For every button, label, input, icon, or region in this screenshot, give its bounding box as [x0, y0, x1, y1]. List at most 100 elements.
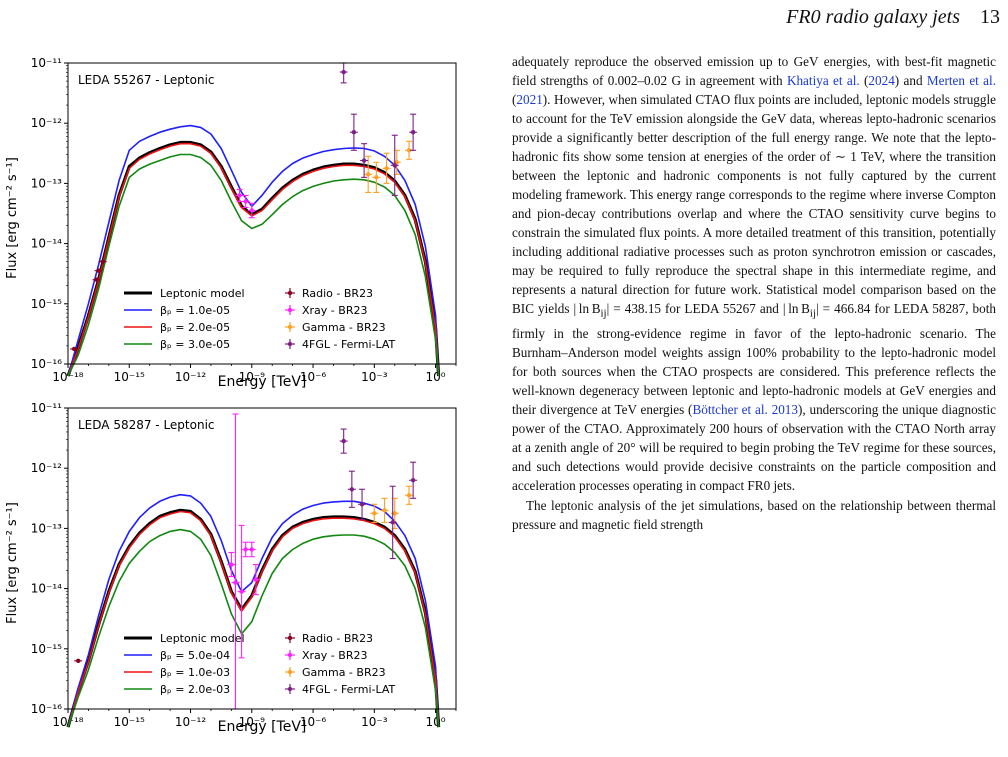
legend-label-leptonic: Leptonic model [160, 632, 245, 645]
legend-marker-radio [285, 633, 295, 643]
citation-khatiya-year[interactable]: 2024 [868, 73, 895, 88]
axis-ticks: 10⁻¹⁸ 10⁻¹⁵ 10⁻¹² 10⁻⁹ 10⁻⁶ 10⁻³ 10⁰10⁻¹¹10⁻¹²… [31, 56, 457, 384]
data-point [388, 485, 397, 560]
x-tick-label: 10⁻⁹ [239, 715, 266, 729]
running-title: FR0 radio galaxy jets [786, 6, 960, 28]
data-marker [349, 487, 355, 492]
y-tick-label: 10⁻¹⁶ [31, 702, 62, 716]
x-tick-label: 10⁻⁶ [300, 370, 327, 384]
legend-label-radio: Radio - BR23 [302, 287, 373, 300]
plot-frame [67, 62, 457, 365]
legend-label-xray: Xray - BR23 [302, 649, 367, 662]
data-marker [410, 478, 416, 483]
x-tick-label: 10⁻³ [361, 370, 388, 384]
data-marker [237, 193, 242, 198]
model-curves [66, 124, 441, 377]
legend-label-gamma: Gamma - BR23 [302, 321, 386, 334]
subscript: ij [809, 307, 817, 320]
figure-panel-1: Flux [erg cm⁻² s⁻¹] Energy [TeV] 10⁻¹⁸ 10… [0, 52, 480, 396]
legend-label-fermi: 4FGL - Fermi-LAT [302, 338, 396, 351]
y-tick-label: 10⁻¹⁴ [31, 237, 62, 251]
data-point [409, 461, 418, 499]
data-marker [96, 268, 101, 273]
data-marker [384, 166, 389, 171]
citation-khatiya[interactable]: Khatiya et al. [786, 73, 860, 88]
data-marker [410, 130, 416, 135]
data-point [74, 658, 83, 664]
sed-plot-1: Flux [erg cm⁻² s⁻¹] Energy [TeV] 10⁻¹⁸ 10… [5, 56, 457, 390]
running-header: FR0 radio galaxy jets 13 [560, 6, 1000, 30]
data-marker [359, 502, 365, 507]
data-marker [229, 562, 234, 567]
data-marker [100, 259, 105, 264]
y-tick-label: 10⁻¹² [31, 116, 62, 130]
series-line-2 [67, 142, 440, 377]
data-marker [243, 199, 248, 204]
y-tick-label: 10⁻¹⁶ [31, 357, 62, 371]
data-point [339, 62, 348, 84]
data-point [382, 152, 391, 184]
series-line-0 [66, 140, 441, 377]
legend-marker-xray [285, 305, 295, 315]
legend-label-xray: Xray - BR23 [302, 304, 367, 317]
axis-ticks: 10⁻¹⁸ 10⁻¹⁵ 10⁻¹² 10⁻⁹ 10⁻⁶ 10⁻³ 10⁰10⁻¹¹10⁻¹²… [31, 401, 457, 729]
data-marker [374, 175, 379, 180]
data-point [70, 346, 79, 352]
data-point [94, 268, 103, 273]
data-point [241, 194, 250, 209]
y-tick-label: 10⁻¹³ [31, 521, 62, 535]
text-run: ) and [894, 73, 927, 88]
citation-merten-year[interactable]: 2021 [516, 92, 543, 107]
legend-marker-xray [285, 650, 295, 660]
data-point [390, 134, 399, 196]
x-tick-label: 10⁻¹⁵ [114, 715, 145, 729]
legend-label-gamma: Gamma - BR23 [302, 666, 386, 679]
data-point [405, 485, 414, 505]
data-point [237, 524, 246, 659]
legend-label-leptonic: Leptonic model [160, 287, 245, 300]
x-tick-label: 10⁰ [426, 370, 446, 384]
data-marker [392, 511, 397, 516]
citation-bottcher[interactable]: Böttcher et al. 2013 [692, 401, 798, 417]
figure-panel-2: Flux [erg cm⁻² s⁻¹] Energy [TeV] 10⁻¹⁸ 10… [0, 397, 480, 741]
data-point [380, 497, 389, 523]
data-point [251, 563, 260, 596]
legend-label-radio: Radio - BR23 [302, 632, 373, 645]
citation-merten[interactable]: Merten et al. [926, 73, 996, 88]
data-marker [71, 346, 77, 352]
body-paragraph-1: adequately reproduce the observed emissi… [512, 52, 996, 495]
data-point [92, 277, 101, 282]
x-tick-label: 10⁰ [426, 715, 446, 729]
panel-label: LEDA 58287 - Leptonic [78, 418, 215, 432]
legend-label-beta-2: βₚ = 2.0e-05 [160, 321, 230, 334]
legend-marker-fermi [285, 684, 295, 694]
data-marker [372, 511, 377, 516]
x-axis-label: Energy [TeV] [218, 374, 307, 390]
data-marker [76, 658, 81, 664]
text-run: ( [512, 92, 517, 107]
data-point [409, 113, 418, 151]
data-marker [249, 208, 254, 213]
legend-label-fermi: 4FGL - Fermi-LAT [302, 683, 396, 696]
x-tick-label: 10⁻¹⁵ [114, 370, 145, 384]
data-point [372, 161, 381, 193]
panel-label: LEDA 55267 - Leptonic [78, 73, 215, 87]
data-point [360, 143, 369, 178]
x-tick-label: 10⁻¹² [175, 370, 206, 384]
data-marker [341, 438, 346, 444]
y-axis-label: Flux [erg cm⁻² s⁻¹] [5, 502, 20, 624]
series-line-1 [67, 124, 440, 377]
legend-label-beta-1: βₚ = 1.0e-05 [160, 304, 230, 317]
y-tick-label: 10⁻¹³ [31, 176, 62, 190]
data-point [227, 551, 236, 578]
series-line-2 [67, 510, 440, 728]
data-point [358, 488, 367, 520]
legend-marker-gamma [285, 667, 295, 677]
text-run: | = 438.15 for LEDA 55267 and | ln B [606, 301, 810, 316]
body-text-column: adequately reproduce the observed emissi… [512, 52, 996, 534]
y-tick-label: 10⁻¹⁵ [31, 642, 62, 656]
legend-label-beta-1: βₚ = 5.0e-04 [160, 649, 230, 662]
text-run: adequately reproduce the observed emissi… [512, 54, 996, 88]
text-run: | = 466.84 for LEDA 58287, both firmly i… [512, 301, 996, 417]
legend-label-beta-2: βₚ = 1.0e-03 [160, 666, 230, 679]
